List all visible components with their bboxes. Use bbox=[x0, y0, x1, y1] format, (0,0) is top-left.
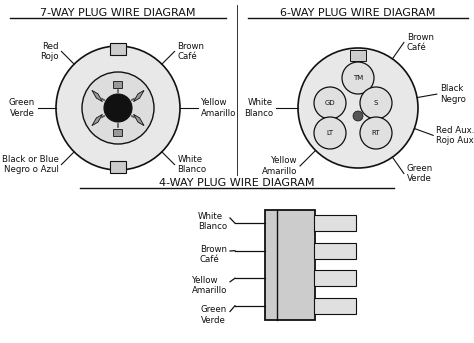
Text: 6-WAY PLUG WIRE DIAGRAM: 6-WAY PLUG WIRE DIAGRAM bbox=[280, 8, 436, 18]
Text: 4-WAY PLUG WIRE DIAGRAM: 4-WAY PLUG WIRE DIAGRAM bbox=[159, 178, 315, 188]
Text: LT: LT bbox=[327, 130, 334, 136]
Text: White
Blanco: White Blanco bbox=[198, 212, 227, 232]
Polygon shape bbox=[113, 129, 122, 135]
Polygon shape bbox=[134, 90, 144, 102]
Text: Red Aux.
Rojo Aux.: Red Aux. Rojo Aux. bbox=[436, 126, 474, 145]
Text: Green
Verde: Green Verde bbox=[201, 306, 227, 325]
Ellipse shape bbox=[314, 117, 346, 149]
Ellipse shape bbox=[56, 46, 180, 170]
Ellipse shape bbox=[360, 87, 392, 119]
Text: White
Blanco: White Blanco bbox=[244, 98, 273, 118]
Ellipse shape bbox=[360, 117, 392, 149]
Text: Black
Negro: Black Negro bbox=[440, 84, 465, 104]
Text: Yellow
Amarillo: Yellow Amarillo bbox=[191, 276, 227, 295]
Ellipse shape bbox=[104, 94, 132, 122]
Ellipse shape bbox=[314, 87, 346, 119]
Text: Green
Verde: Green Verde bbox=[9, 98, 35, 118]
Bar bbox=[350, 50, 366, 61]
Text: Red
Rojo: Red Rojo bbox=[40, 42, 58, 61]
Bar bbox=[110, 161, 126, 173]
Bar bbox=[314, 215, 356, 231]
Text: Yellow
Amarillo: Yellow Amarillo bbox=[262, 156, 297, 176]
Text: Black or Blue
Negro o Azul: Black or Blue Negro o Azul bbox=[1, 155, 58, 174]
Text: S: S bbox=[374, 100, 378, 106]
Polygon shape bbox=[113, 81, 122, 87]
Ellipse shape bbox=[82, 72, 154, 144]
Polygon shape bbox=[92, 114, 102, 126]
Bar bbox=[110, 43, 126, 55]
Ellipse shape bbox=[342, 62, 374, 94]
Text: TM: TM bbox=[353, 75, 363, 81]
Text: Brown
Café: Brown Café bbox=[407, 33, 434, 52]
Bar bbox=[314, 270, 356, 286]
Text: Green
Verde: Green Verde bbox=[407, 164, 433, 183]
Polygon shape bbox=[134, 114, 144, 126]
Bar bbox=[314, 298, 356, 314]
Ellipse shape bbox=[353, 111, 363, 121]
Bar bbox=[314, 243, 356, 259]
Bar bbox=[265, 210, 315, 320]
Ellipse shape bbox=[298, 48, 418, 168]
Text: RT: RT bbox=[372, 130, 380, 136]
Text: White
Blanco: White Blanco bbox=[178, 155, 207, 174]
Text: Yellow
Amarillo: Yellow Amarillo bbox=[201, 98, 237, 118]
Text: 7-WAY PLUG WIRE DIAGRAM: 7-WAY PLUG WIRE DIAGRAM bbox=[40, 8, 196, 18]
Text: Brown
Café: Brown Café bbox=[178, 42, 205, 61]
Polygon shape bbox=[92, 90, 102, 102]
Text: GD: GD bbox=[325, 100, 335, 106]
Text: Brown
Café: Brown Café bbox=[200, 245, 227, 264]
